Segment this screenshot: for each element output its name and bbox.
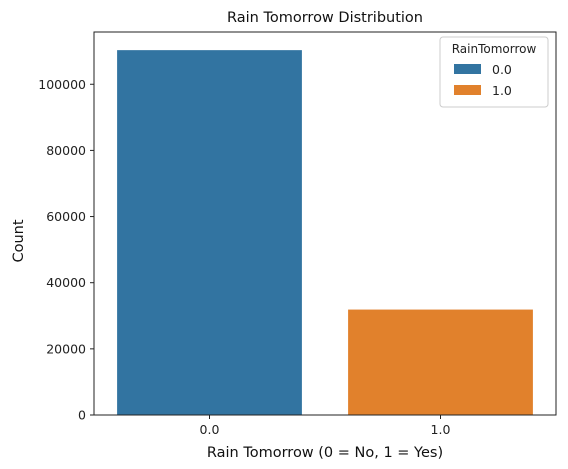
bar-0.0 [117,50,302,415]
y-tick-label: 80000 [46,143,86,158]
y-tick-label: 0 [78,408,86,423]
y-tick-label: 20000 [46,341,86,356]
legend-label-1.0: 1.0 [492,83,512,98]
legend-title: RainTomorrow [452,42,537,56]
legend-label-0.0: 0.0 [492,62,512,77]
y-tick-label: 100000 [38,77,86,92]
bars-group [117,50,533,415]
plot-frame [93,31,557,416]
y-tick-label: 60000 [46,209,86,224]
y-axis-label: Count [11,219,27,262]
legend-swatch-1.0 [454,85,481,95]
y-tick-label: 40000 [46,275,86,290]
bar-1.0 [348,309,533,415]
axes-group [93,31,557,416]
x-tick-label: 0.0 [200,422,220,437]
x-axis-label: Rain Tomorrow (0 = No, 1 = Yes) [207,445,443,461]
legend-swatch-0.0 [454,64,481,74]
chart-title: Rain Tomorrow Distribution [227,10,423,26]
ticks-group: 0.0 1.0 0 20000 40000 60000 80000 100000 [38,77,450,437]
legend: RainTomorrow 0.0 1.0 [439,36,549,108]
x-tick-label: 1.0 [431,422,451,437]
